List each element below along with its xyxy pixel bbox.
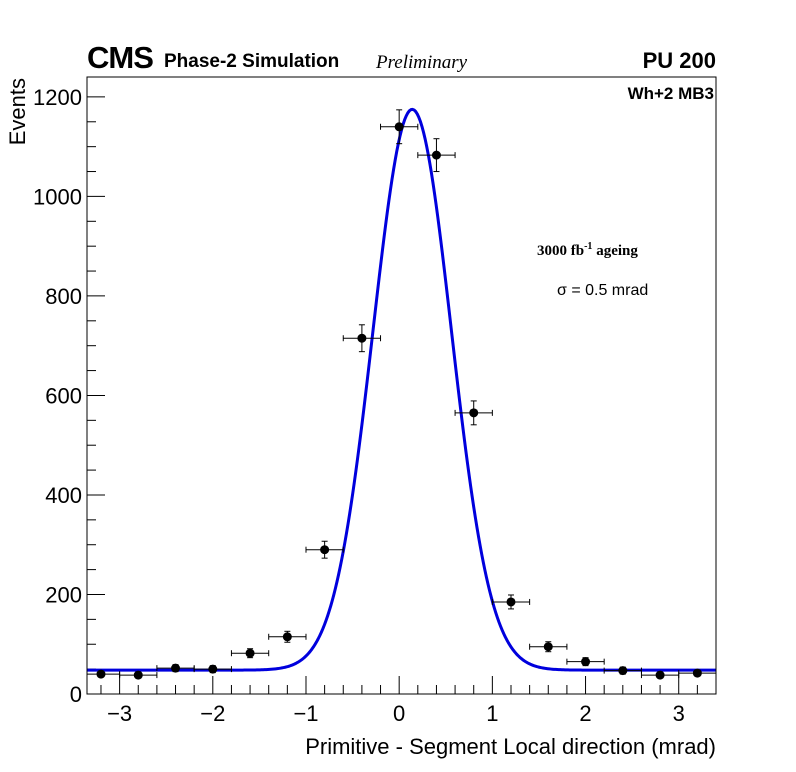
- ageing-exponent: -1: [584, 241, 593, 252]
- x-axis-label: Primitive - Segment Local direction (mra…: [305, 734, 716, 759]
- point-marker: [581, 657, 591, 667]
- y-tick-label: 1000: [33, 184, 82, 209]
- data-point: [529, 641, 568, 653]
- y-tick-label: 200: [45, 582, 82, 607]
- data-point: [230, 648, 270, 659]
- x-tick-label: 3: [673, 701, 685, 726]
- data-point: [491, 594, 531, 610]
- experiment-label: CMS: [87, 40, 154, 75]
- point-marker: [431, 150, 441, 160]
- ageing-suffix: ageing: [592, 243, 638, 259]
- x-tick-label: −1: [293, 701, 318, 726]
- data-points: [87, 109, 716, 680]
- data-point: [640, 670, 680, 680]
- data-point: [454, 400, 493, 426]
- point-marker: [171, 663, 181, 673]
- data-point: [193, 664, 232, 674]
- y-tick-label: 400: [45, 483, 82, 508]
- axis-ticks: [87, 96, 717, 695]
- data-point: [380, 109, 419, 145]
- data-point: [603, 666, 642, 676]
- data-point: [305, 540, 344, 559]
- point-marker: [506, 597, 516, 607]
- y-axis-label: Events: [5, 78, 30, 145]
- point-marker: [133, 670, 143, 680]
- ageing-value: 3000 fb: [537, 243, 585, 259]
- point-marker: [543, 642, 553, 652]
- point-marker: [357, 333, 367, 343]
- data-point: [342, 324, 382, 353]
- preliminary-label: Preliminary: [376, 52, 468, 73]
- y-tick-label: 0: [70, 682, 82, 707]
- plot-frame: [86, 76, 717, 695]
- sigma-annotation: σ = 0.5 mrad: [557, 282, 649, 299]
- point-marker: [394, 122, 404, 132]
- y-tick-label: 1200: [33, 85, 82, 110]
- y-tick-label: 600: [45, 383, 82, 408]
- point-marker: [692, 668, 702, 678]
- point-marker: [469, 408, 479, 418]
- x-tick-label: −2: [200, 701, 225, 726]
- point-marker: [245, 648, 255, 658]
- point-marker: [282, 632, 292, 642]
- data-point: [417, 138, 456, 173]
- point-marker: [320, 545, 330, 555]
- axis-tick-labels: −3 −2 −1 0 1 2 3 0 200 400 600 800 1000 1200: [33, 85, 685, 726]
- point-marker: [618, 666, 628, 676]
- x-tick-label: 0: [393, 701, 405, 726]
- data-point: [268, 630, 307, 643]
- pileup-label: PU 200: [642, 48, 716, 73]
- data-point: [566, 657, 605, 667]
- x-tick-label: −3: [107, 701, 132, 726]
- y-tick-label: 800: [45, 284, 82, 309]
- data-point: [119, 670, 158, 680]
- station-label: Wh+2 MB3: [627, 84, 714, 103]
- simulation-label: Phase-2 Simulation: [164, 51, 340, 72]
- point-marker: [655, 670, 665, 680]
- point-marker: [208, 664, 218, 674]
- data-point: [678, 668, 716, 678]
- x-tick-label: 1: [486, 701, 498, 726]
- x-tick-label: 2: [579, 701, 591, 726]
- fit-curve: [87, 107, 716, 672]
- fit-curve-group: [87, 107, 716, 672]
- ageing-annotation: 3000 fb-1 ageing: [537, 241, 638, 260]
- point-marker: [96, 669, 106, 679]
